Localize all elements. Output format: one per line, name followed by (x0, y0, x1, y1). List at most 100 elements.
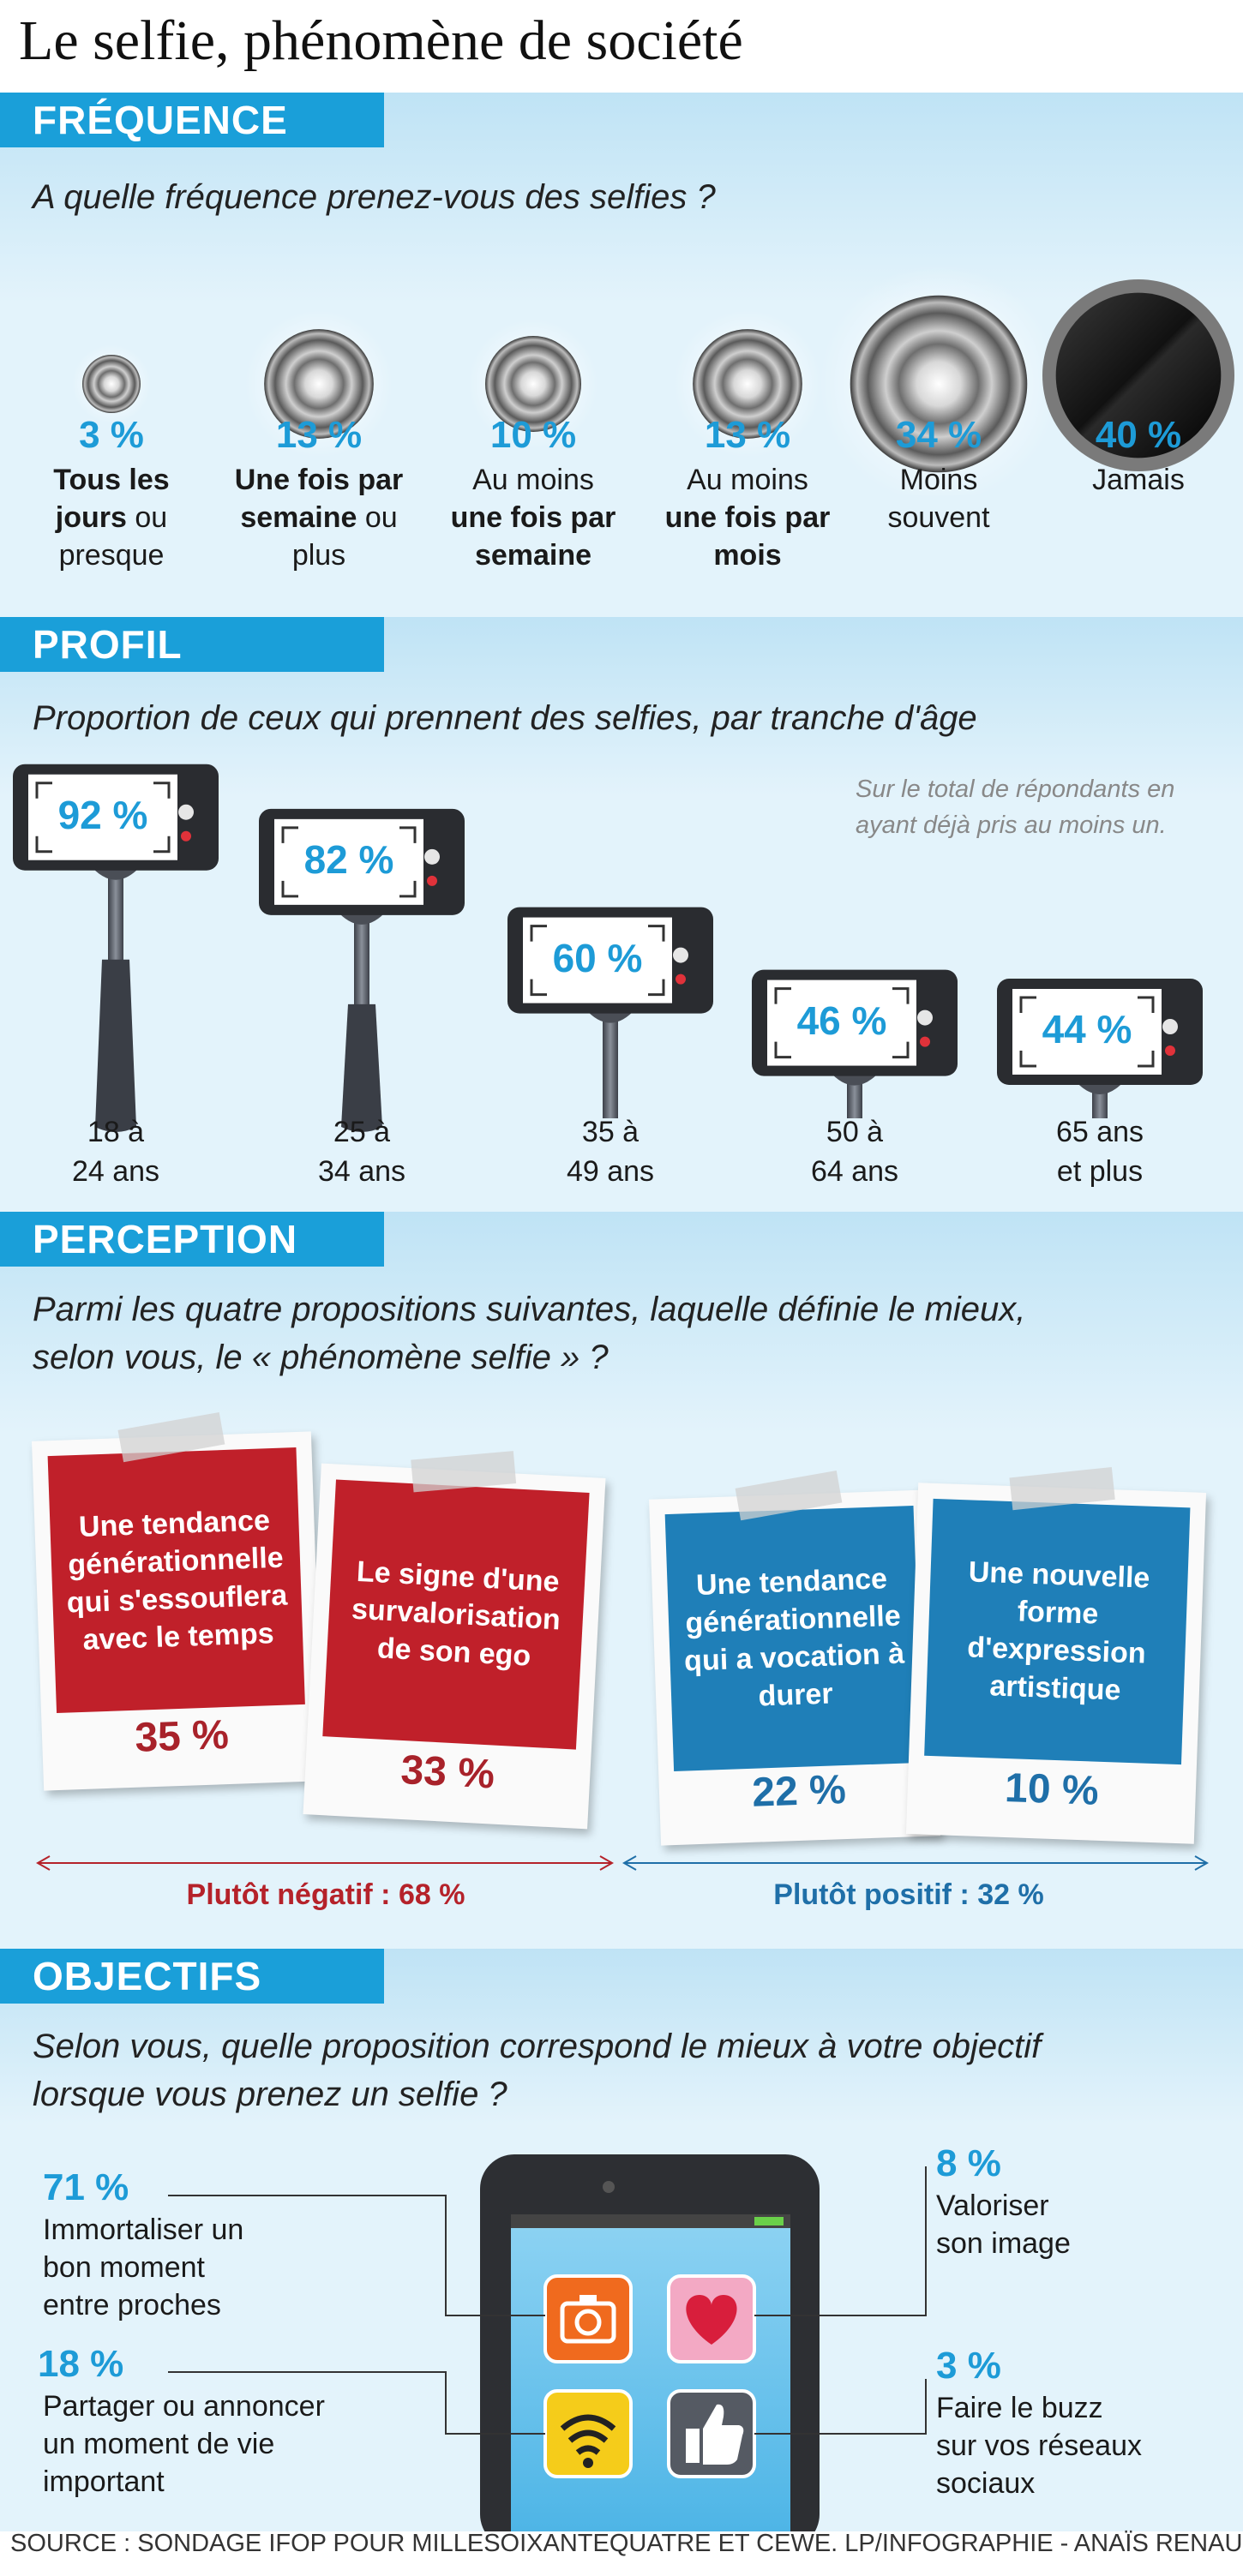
objectif-label: Immortaliser un bon moment entre proches (43, 2211, 243, 2324)
selfie-stick-chart (13, 764, 1203, 1132)
label-line: bon moment (43, 2251, 205, 2284)
section-perception: PERCEPTION Parmi les quatre propositions… (0, 1212, 1243, 1949)
selfie-stick-mark (997, 979, 1203, 1118)
label-line: Jamais (1092, 464, 1185, 496)
label-line: 24 ans (71, 1155, 160, 1188)
label-line: entre proches (43, 2289, 221, 2321)
label-line: 18 à (87, 1116, 145, 1148)
lens-mark (468, 319, 598, 449)
label-line: Partager ou annoncer (43, 2390, 325, 2423)
status-bar (511, 2214, 790, 2228)
perception-card: Une tendance générationnelle qui s'essou… (31, 1411, 324, 1791)
selfie-stick-mark (752, 969, 958, 1118)
label-line: 64 ans (810, 1155, 899, 1188)
label-line: semaine (474, 539, 592, 572)
section-question: A quelle fréquence prenez-vous des selfi… (33, 178, 716, 216)
perception-card: Le signe d'une survalorisation de son eg… (303, 1451, 606, 1830)
label-line: Valoriser (936, 2190, 1049, 2222)
age-label: 65 ans et plus (1014, 1112, 1186, 1191)
source-credit: SOURCE : SONDAGE IFOP POUR MILLESOIXANTE… (10, 2530, 1243, 2557)
label-line: mois (713, 539, 782, 572)
label-line: 25 à (333, 1116, 391, 1148)
frequency-percent: 10 % (489, 414, 577, 456)
lens-mark (1042, 279, 1234, 471)
label-line: sociaux (936, 2467, 1036, 2500)
perception-card: Une tendance générationnelle qui a vocat… (649, 1470, 940, 1846)
label-line: un moment de vie (43, 2428, 275, 2460)
label-line: 50 à (826, 1116, 884, 1148)
label-line: son image (936, 2227, 1071, 2260)
frequency-percent: 40 % (1095, 414, 1182, 456)
phone-camera (603, 2181, 615, 2193)
label-line: souvent (887, 501, 990, 534)
frequency-label: 40 % Jamais (1040, 416, 1237, 499)
age-percent: 92 % (57, 792, 148, 837)
phone-screen (511, 2214, 790, 2531)
age-label: 50 à 64 ans (769, 1112, 940, 1191)
label-line: Faire le buzz (936, 2392, 1103, 2424)
objectif-percent: 8 % (936, 2142, 1001, 2184)
label-line: Au moins (472, 464, 594, 496)
age-label: 35 à 49 ans (525, 1112, 696, 1191)
card-percent: 10 % (1004, 1765, 1100, 1814)
age-label: 25 à 34 ans (276, 1112, 447, 1191)
frequency-label: 13 % Au moins une fois par mois (649, 416, 846, 574)
frequency-label: 34 % Moins souvent (840, 416, 1037, 536)
tape-strip (411, 1451, 517, 1493)
label-line: une fois par (664, 501, 831, 534)
negative-total: Plutôt négatif : 68 % (186, 1878, 465, 1911)
heart-icon (667, 2274, 756, 2363)
label-line: 34 ans (317, 1155, 406, 1188)
section-tag: OBJECTIFS (0, 1949, 384, 2004)
label-line: important (43, 2465, 165, 2498)
section-tag: PERCEPTION (0, 1212, 384, 1267)
age-percent: 46 % (796, 997, 887, 1043)
objectif-label: Partager ou annoncer un moment de vie im… (43, 2387, 325, 2501)
frequency-percent: 34 % (895, 414, 982, 456)
frequency-percent: 3 % (79, 414, 144, 456)
opinion-arrows (35, 1855, 1210, 1871)
section-frequence: FRÉQUENCE A quelle fréquence prenez-vous… (0, 93, 1243, 617)
label-line: jours ou (55, 501, 168, 534)
section-objectifs: OBJECTIFS Selon vous, quelle proposition… (0, 1949, 1243, 2531)
section-profil: PROFIL Proportion de ceux qui prennent d… (0, 617, 1243, 1212)
objectif-label: Faire le buzz sur vos réseaux sociaux (936, 2389, 1142, 2502)
perception-card: Une nouvelle forme d'expression artistiq… (905, 1466, 1207, 1844)
question-line: Selon vous, quelle proposition correspon… (33, 2028, 1042, 2065)
objectif-percent: 3 % (936, 2345, 1001, 2387)
camera-icon (543, 2274, 633, 2363)
card-percent: 22 % (751, 1767, 847, 1816)
lens-chart (72, 264, 1234, 495)
frequency-label: 13 % Une fois par semaine ou plus (220, 416, 417, 574)
question-line: lorsque vous prenez un selfie ? (33, 2076, 507, 2113)
lens-mark (244, 309, 393, 458)
label-line: 65 ans (1055, 1116, 1144, 1148)
label-line: une fois par (450, 501, 616, 534)
label-line: semaine ou (240, 501, 398, 534)
label-line: sur vos réseaux (936, 2429, 1142, 2462)
frequency-label: 3 % Tous les jours ou presque (13, 416, 210, 574)
label-line: Une fois par (234, 464, 404, 496)
note-line: Sur le total de répondants en (856, 776, 1175, 803)
label-line: 35 à (581, 1116, 640, 1148)
positive-total: Plutôt positif : 32 % (773, 1878, 1044, 1911)
phone-illustration (168, 2154, 927, 2531)
section-question: Parmi les quatre propositions suivantes,… (33, 1285, 1025, 1381)
card-text: Une tendance générationnelle qui a vocat… (664, 1506, 922, 1771)
selfie-stick-mark (259, 808, 465, 1132)
label-line: et plus (1056, 1155, 1144, 1188)
objectif-percent: 18 % (38, 2343, 124, 2385)
page-title: Le selfie, phénomène de société (19, 9, 743, 72)
section-tag: FRÉQUENCE (0, 93, 384, 147)
question-line: selon vous, le « phénomène selfie » ? (33, 1339, 609, 1376)
frequency-percent: 13 % (704, 414, 791, 456)
age-percent: 60 % (552, 935, 643, 980)
age-percent: 44 % (1042, 1007, 1132, 1051)
battery-icon (754, 2217, 784, 2226)
age-label: 18 à 24 ans (30, 1112, 201, 1191)
selfie-stick-mark (13, 764, 219, 1132)
label-line: plus (291, 539, 346, 572)
note-line: ayant déjà pris au moins un. (856, 812, 1167, 839)
question-line: Parmi les quatre propositions suivantes,… (33, 1291, 1026, 1328)
label-line: Moins (899, 464, 978, 496)
